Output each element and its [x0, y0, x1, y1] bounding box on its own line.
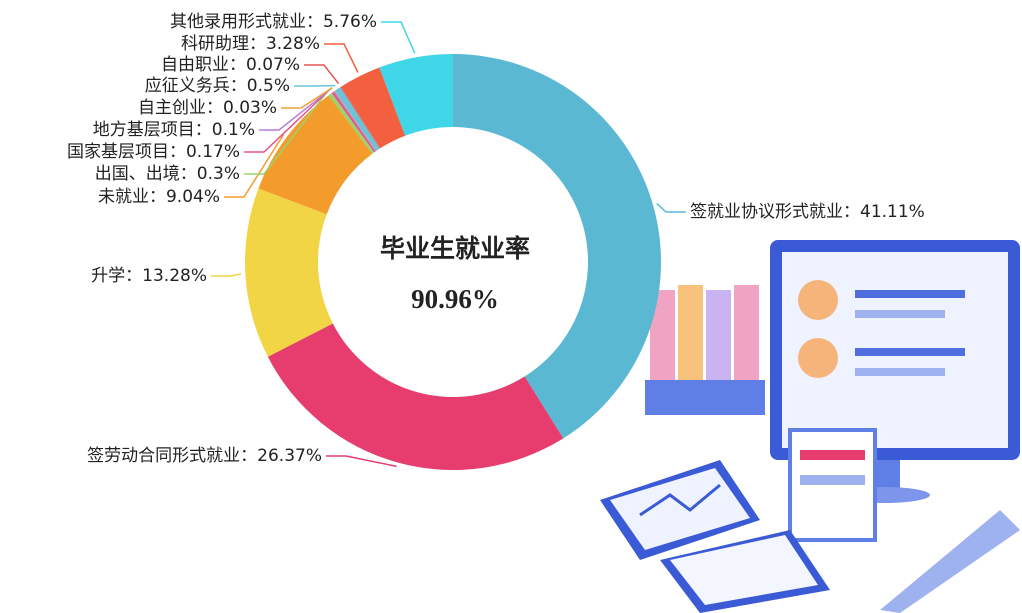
data-label: 地方基层项目：0.1%: [93, 120, 255, 140]
data-label: 自主创业：0.03%: [138, 98, 277, 118]
data-label: 应征义务兵：0.5%: [145, 76, 290, 96]
slice: [453, 54, 661, 439]
slice: [334, 87, 380, 151]
leader-line: [244, 88, 331, 153]
leader-line: [244, 90, 329, 175]
leader-line: [656, 202, 686, 213]
leader-line: [326, 455, 397, 468]
leader-line: [224, 134, 285, 198]
slice: [328, 93, 375, 154]
data-label: 国家基层项目：0.17%: [67, 142, 240, 162]
data-label: 自由职业：0.07%: [161, 55, 300, 75]
leader-line: [259, 87, 333, 131]
data-label: 升学：13.28%: [91, 266, 207, 286]
slice: [341, 67, 406, 149]
leader-line: [304, 64, 340, 84]
leader-line: [381, 21, 416, 54]
slice: [334, 90, 377, 152]
leader-line: [211, 273, 242, 277]
slice: [267, 323, 564, 470]
data-label: 签就业协议形式就业：41.11%: [690, 202, 925, 222]
slice: [333, 90, 377, 152]
slice: [379, 54, 453, 136]
data-label: 签劳动合同形式就业：26.37%: [87, 446, 322, 466]
data-label: 其他录用形式就业：5.76%: [170, 12, 377, 32]
illustration: [600, 240, 1020, 613]
slice: [258, 95, 373, 215]
center-value: 90.96%: [411, 284, 499, 314]
slice: [340, 86, 381, 149]
slice: [244, 188, 333, 357]
data-label: 未就业：9.04%: [98, 187, 220, 207]
slice: [331, 91, 376, 153]
chart-title: 毕业生就业率: [380, 234, 530, 263]
leader-line: [281, 86, 333, 109]
data-label: 科研助理：3.28%: [181, 34, 320, 54]
leader-line: [324, 43, 359, 73]
data-label: 出国、出境：0.3%: [95, 164, 240, 184]
